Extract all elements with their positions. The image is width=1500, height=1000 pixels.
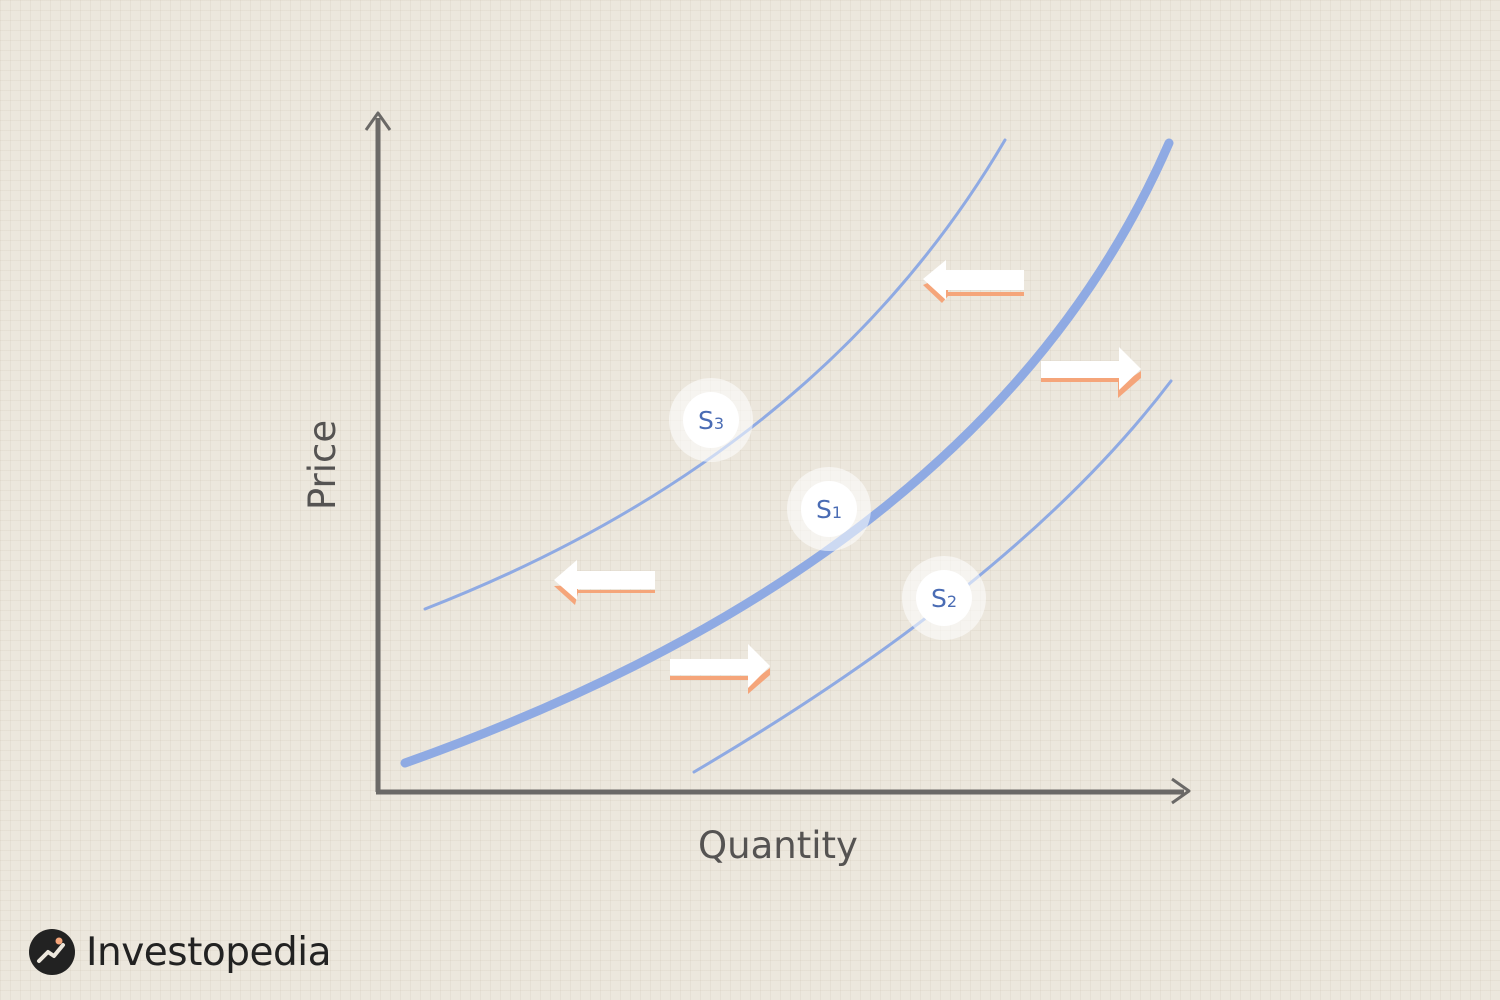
y-axis-label: Price [301, 420, 344, 510]
curve-label-s2: S2 [902, 556, 986, 640]
shift-arrow-upper-right [1041, 347, 1141, 398]
axes [364, 111, 1191, 805]
curve-label-s2-text: S2 [931, 584, 957, 613]
investopedia-logo-icon [29, 929, 75, 975]
x-axis-label: Quantity [698, 824, 858, 867]
curve-s1 [400, 138, 1174, 768]
curve-label-s1-text: S1 [816, 495, 842, 524]
curve-s3 [423, 138, 1007, 611]
shift-arrow-lower-left [554, 560, 655, 605]
brand-name: Investopedia [86, 929, 332, 975]
shift-arrow-upper-left [923, 260, 1024, 303]
curve-label-s3: S3 [669, 378, 753, 462]
curve-label-s1: S1 [787, 467, 871, 551]
shift-arrow-lower-right [670, 644, 770, 694]
y-axis-arrowhead [364, 111, 392, 131]
brand-logo: Investopedia [28, 924, 332, 980]
x-axis-arrowhead [1171, 777, 1191, 805]
curve-label-s3-text: S3 [698, 406, 724, 435]
